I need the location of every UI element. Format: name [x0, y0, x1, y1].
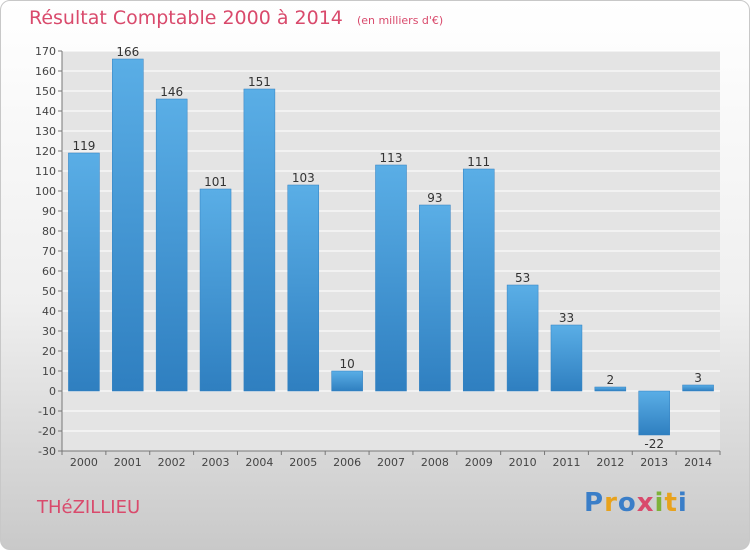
data-label-2013: -22 — [644, 437, 664, 451]
title-text: Résultat Comptable 2000 à 2014 — [29, 7, 343, 29]
bar-2002 — [155, 98, 188, 392]
x-tick-label-2001: 2001 — [114, 456, 142, 469]
y-tick-label: 70 — [42, 245, 56, 258]
commune-name: THéZILLIEU — [37, 497, 141, 518]
logo-letter: x — [636, 488, 655, 518]
bar-2014 — [682, 384, 714, 392]
x-tick-label-2008: 2008 — [421, 456, 449, 469]
bar-2012 — [594, 386, 627, 392]
data-label-2008: 93 — [427, 191, 442, 205]
x-axis: 2000 2001 2002 2003 2004 2005 2006 2007 2008 2009… — [61, 450, 721, 469]
unit-text: (en milliers d'€) — [356, 14, 444, 27]
y-tick-label: 110 — [35, 165, 56, 178]
data-label-2003: 101 — [204, 175, 227, 189]
data-label-2012: 2 — [607, 373, 615, 387]
y-tick-label: 40 — [42, 305, 56, 318]
bar-2005 — [287, 184, 320, 392]
x-tick-label-2009: 2009 — [465, 456, 493, 469]
logo-letter: i — [677, 488, 688, 518]
y-tick-label: -30 — [38, 445, 56, 458]
y-tick-label: 160 — [35, 65, 56, 78]
y-tick-label: -20 — [38, 425, 56, 438]
x-tick-label-2003: 2003 — [202, 456, 230, 469]
y-tick-label: 20 — [42, 345, 56, 358]
y-tick-label: 170 — [35, 45, 56, 58]
bar-2013 — [638, 390, 670, 436]
data-label-2011: 33 — [559, 311, 574, 325]
x-tick-label-2012: 2012 — [596, 456, 624, 469]
logo-letter: r — [604, 488, 618, 518]
bar-2008 — [419, 204, 451, 392]
y-tick-label: 0 — [49, 385, 56, 398]
y-axis: -30 -20 -10 0 10 20 30 40 50 60 70 80 90 100 110 120 130… — [35, 45, 63, 458]
bar-2003 — [199, 188, 232, 392]
y-tick-label: 80 — [42, 225, 56, 238]
logo-letter: t — [664, 488, 678, 518]
x-tick-label-2000: 2000 — [70, 456, 98, 469]
y-tick-label: -10 — [38, 405, 56, 418]
data-label-2009: 111 — [467, 155, 490, 169]
bar-2000 — [68, 152, 100, 392]
data-label-2006: 10 — [339, 357, 354, 371]
bar-2006 — [331, 370, 363, 392]
data-label-2004: 151 — [248, 75, 271, 89]
x-tick-label-2013: 2013 — [640, 456, 668, 469]
y-tick-label: 10 — [42, 365, 56, 378]
x-tick-label-2014: 2014 — [684, 456, 712, 469]
y-tick-label: 30 — [42, 325, 56, 338]
y-tick-label: 130 — [35, 125, 56, 138]
data-label-2002: 146 — [160, 85, 183, 99]
data-label-2014: 3 — [694, 371, 702, 385]
y-tick-label: 90 — [42, 205, 56, 218]
x-tick-label-2006: 2006 — [333, 456, 361, 469]
logo-letter: P — [584, 488, 605, 518]
x-tick-label-2007: 2007 — [377, 456, 405, 469]
proxiti-logo: Proxiti — [584, 488, 688, 518]
chart-title: Résultat Comptable 2000 à 2014 (en milli… — [29, 7, 443, 29]
bar-2004 — [243, 88, 276, 392]
x-tick-label-2010: 2010 — [509, 456, 537, 469]
y-tick-label: 120 — [35, 145, 56, 158]
y-tick-label: 50 — [42, 285, 56, 298]
bars — [68, 58, 714, 436]
data-label-2007: 113 — [380, 151, 403, 165]
data-label-2001: 166 — [116, 45, 139, 59]
data-label-2000: 119 — [72, 139, 95, 153]
bar-2009 — [462, 168, 495, 392]
y-tick-label: 100 — [35, 185, 56, 198]
x-tick-label-2002: 2002 — [158, 456, 186, 469]
data-label-2010: 53 — [515, 271, 530, 285]
bar-2010 — [506, 284, 539, 392]
x-tick-label-2011: 2011 — [552, 456, 580, 469]
data-labels: 119 166 146 101 151 103 10 113 93 111 53 33 2 -22 3 — [72, 45, 701, 451]
data-label-2005: 103 — [292, 171, 315, 185]
y-tick-label: 150 — [35, 85, 56, 98]
x-tick-label-2004: 2004 — [245, 456, 273, 469]
bar-2011 — [550, 324, 583, 392]
bar-2007 — [375, 164, 407, 392]
y-tick-label: 60 — [42, 265, 56, 278]
bar-2001 — [112, 58, 144, 392]
x-tick-label-2005: 2005 — [289, 456, 317, 469]
y-tick-label: 140 — [35, 105, 56, 118]
logo-letter: o — [617, 488, 637, 518]
logo-letter: i — [654, 488, 665, 518]
